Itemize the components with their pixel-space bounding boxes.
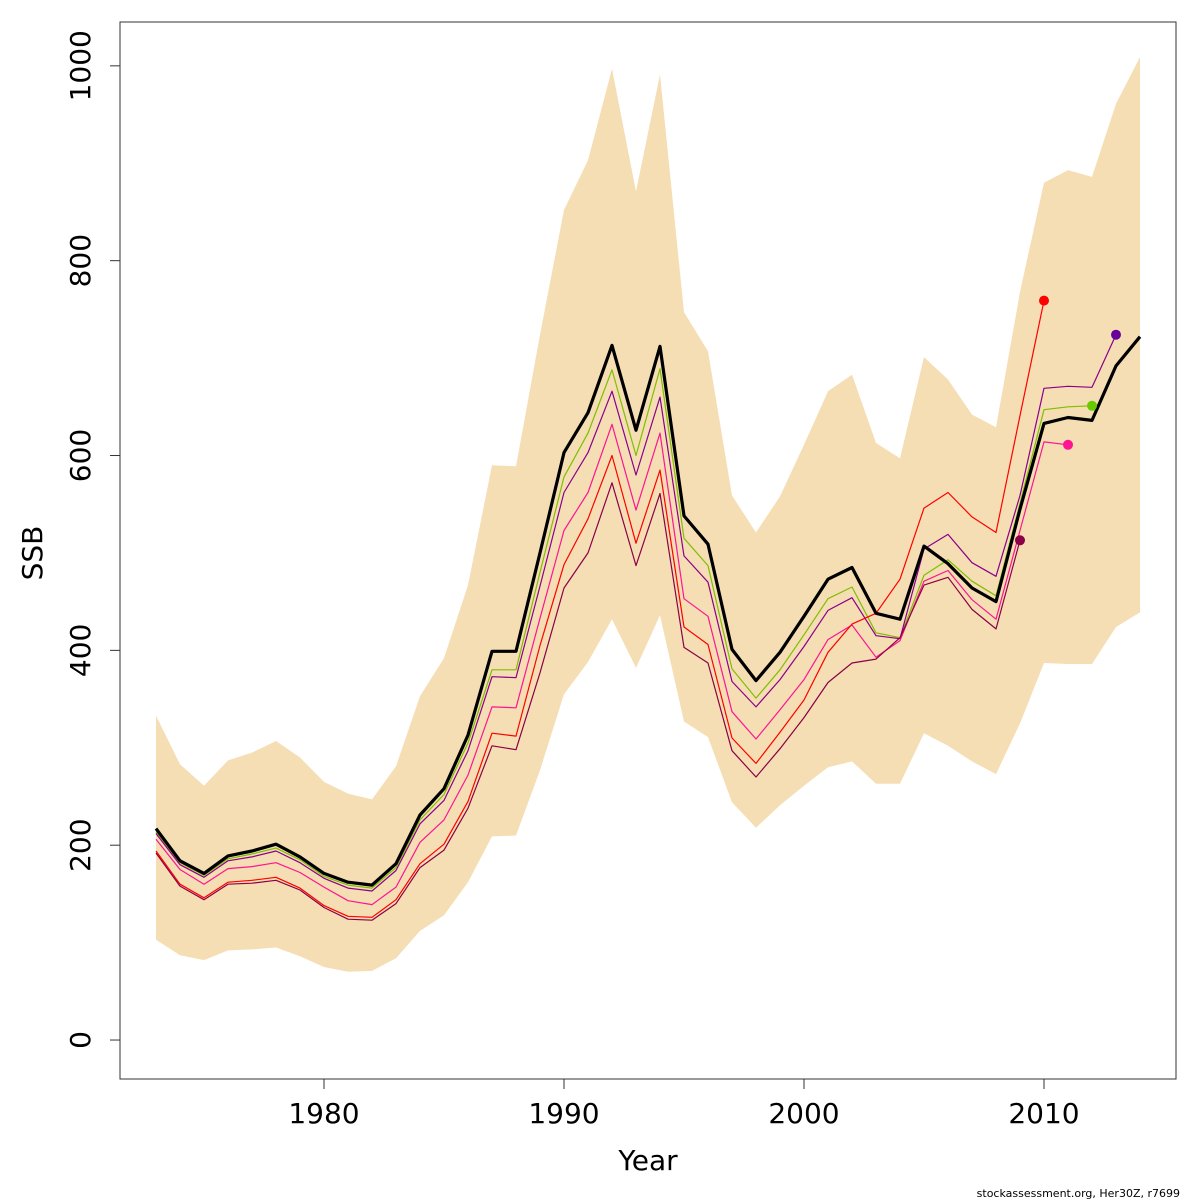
series-line-1 (154, 335, 1142, 887)
endpoint-marker-3 (1063, 439, 1073, 450)
series-line-3 (155, 334, 1117, 892)
plot-area (154, 57, 1142, 972)
x-axis-title: Year (617, 1144, 678, 1177)
y-tick-label-1000: 1000 (64, 30, 97, 101)
series-line-4 (155, 423, 1069, 906)
y-tick-label-400: 400 (64, 624, 97, 677)
y-tick-label-800: 800 (64, 234, 97, 287)
credit-text: stockassessment.org, Her30Z, r7699 (977, 1187, 1180, 1200)
y-axis-title: SSB (16, 526, 49, 581)
endpoint-marker-5 (1111, 329, 1121, 340)
series-line-2 (155, 368, 1093, 889)
series-line-5 (155, 300, 1045, 918)
y-tick-label-600: 600 (64, 429, 97, 482)
x-tick-label-1980: 1980 (288, 1097, 359, 1130)
y-tick-label-0: 0 (64, 1031, 97, 1049)
plot-frame (119, 21, 1177, 1080)
x-axis: 1980 1990 2000 2010 (288, 1079, 1080, 1130)
x-tick-label-1990: 1990 (528, 1097, 599, 1130)
y-axis: 0 200 400 600 800 1000 (64, 30, 120, 1049)
x-tick-label-2010: 2010 (1008, 1097, 1079, 1130)
confidence-band (156, 57, 1140, 972)
x-tick-label-2000: 2000 (768, 1097, 839, 1130)
endpoint-marker-4 (1087, 400, 1097, 411)
endpoint-marker-1 (1015, 535, 1025, 546)
endpoint-marker-2 (1039, 295, 1049, 306)
y-tick-label-200: 200 (64, 818, 97, 871)
series-line-6 (155, 482, 1021, 921)
